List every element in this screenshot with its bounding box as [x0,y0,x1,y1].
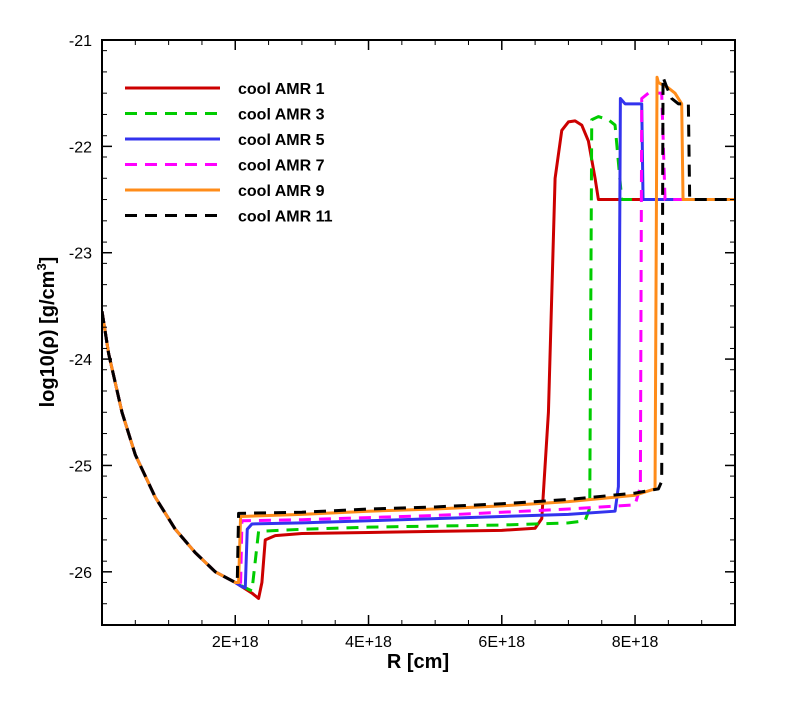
y-tick-label: -23 [69,246,92,263]
legend-label: cool AMR 1 [238,81,325,98]
plot-frame [101,39,736,626]
legend-label: cool AMR 11 [238,209,333,226]
y-axis-title-close: ] [37,257,59,264]
y-axis-title: log10(ρ) [g/cm3] [34,257,59,408]
series-layer [102,75,735,600]
y-tick-label: -24 [69,352,92,369]
legend-label: cool AMR 7 [238,158,325,175]
y-axis-title-superscript: 3 [34,263,49,270]
legend: cool AMR 1 cool AMR 3 cool AMR 5 cool AMR 7… [125,81,333,226]
y-tick-label: -25 [69,458,92,475]
y-axis-title-main: log10(ρ) [g/cm [37,271,59,408]
series-line-1 [102,115,735,593]
x-tick-label: 2E+18 [212,634,259,651]
legend-label: cool AMR 5 [238,132,325,149]
ticks-layer: 2E+18 4E+18 6E+18 8E+18 -21 -22 -23 -24 -25 -26 [69,33,735,651]
y-tick-label: -22 [69,139,92,156]
x-axis-title: R [cm] [387,651,449,673]
legend-label: cool AMR 9 [238,183,325,200]
y-tick-label: -21 [69,33,92,50]
x-tick-label: 4E+18 [345,634,392,651]
legend-label: cool AMR 3 [238,107,325,124]
y-tick-label: -26 [69,565,92,582]
x-tick-label: 8E+18 [612,634,659,651]
x-tick-label: 6E+18 [478,634,525,651]
